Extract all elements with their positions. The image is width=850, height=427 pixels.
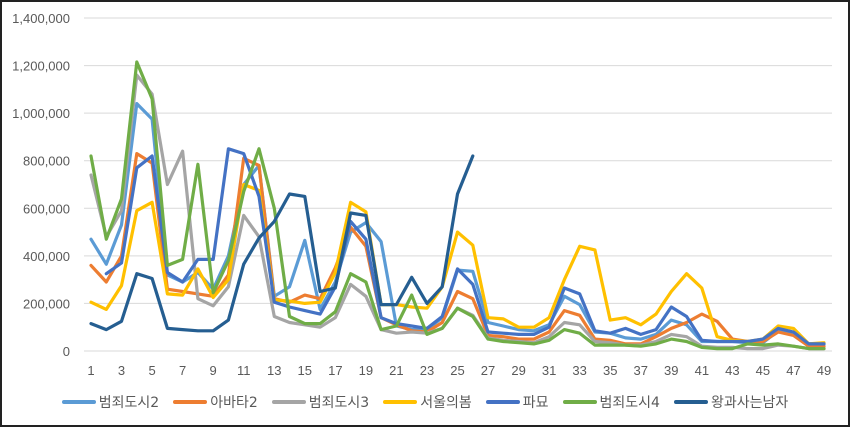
legend-swatch bbox=[173, 400, 208, 404]
y-tick-label: 200,000 bbox=[23, 296, 70, 311]
legend-item: 왕과사는남자 bbox=[673, 392, 789, 412]
plot-lines bbox=[89, 60, 826, 351]
x-tick-label: 9 bbox=[210, 363, 217, 378]
legend-label: 범죄도시4 bbox=[599, 395, 660, 411]
y-tick-label: 1,400,000 bbox=[12, 11, 70, 26]
x-tick-label: 15 bbox=[298, 363, 312, 378]
x-tick-label: 21 bbox=[389, 363, 403, 378]
y-axis: 0 200,000 400,000 600,000 800,000 1,000,000 1,… bbox=[12, 11, 70, 359]
y-tick-label: 400,000 bbox=[23, 249, 70, 264]
y-tick-label: 600,000 bbox=[23, 201, 70, 216]
x-tick-label: 49 bbox=[817, 363, 831, 378]
x-tick-label: 11 bbox=[237, 363, 251, 378]
legend-item: 아바타2 bbox=[173, 392, 258, 412]
legend-label: 아바타2 bbox=[210, 395, 258, 411]
x-tick-label: 5 bbox=[148, 363, 155, 378]
legend-label: 범죄도시2 bbox=[98, 395, 160, 411]
x-tick-label: 33 bbox=[572, 363, 586, 378]
legend-swatch bbox=[673, 400, 708, 404]
legend-label: 범죄도시3 bbox=[308, 395, 370, 411]
x-tick-label: 13 bbox=[267, 363, 281, 378]
x-tick-label: 37 bbox=[634, 363, 648, 378]
y-tick-label: 0 bbox=[63, 344, 70, 359]
legend-swatch bbox=[271, 400, 306, 404]
legend-label: 왕과사는남자 bbox=[710, 395, 789, 411]
series-line-4 bbox=[104, 147, 826, 346]
legend-swatch bbox=[383, 400, 418, 404]
x-tick-label: 25 bbox=[450, 363, 464, 378]
x-axis: 1 3 5 7 9 11 13 15 17 19 21 23 25 27 29 31 33 35 37 39 41 43 4… bbox=[87, 363, 831, 378]
x-tick-label: 39 bbox=[664, 363, 678, 378]
x-tick-label: 43 bbox=[725, 363, 739, 378]
legend-swatch bbox=[61, 400, 96, 404]
x-tick-label: 29 bbox=[511, 363, 525, 378]
x-tick-label: 35 bbox=[603, 363, 617, 378]
series-line-6 bbox=[89, 154, 475, 333]
series-line-3 bbox=[89, 182, 826, 346]
x-tick-label: 47 bbox=[786, 363, 800, 378]
legend-swatch bbox=[562, 400, 597, 404]
x-tick-label: 19 bbox=[359, 363, 373, 378]
legend-swatch bbox=[485, 400, 520, 404]
legend: 범죄도시2 아바타2 범죄도시3 서울의봄 파묘 범죄도시4 왕과사는남자 bbox=[0, 392, 850, 412]
legend-item: 범죄도시3 bbox=[271, 392, 370, 412]
legend-label: 서울의봄 bbox=[420, 395, 472, 411]
x-tick-label: 41 bbox=[695, 363, 709, 378]
x-tick-label: 31 bbox=[542, 363, 556, 378]
y-tick-label: 1,000,000 bbox=[12, 106, 70, 121]
legend-label: 파묘 bbox=[522, 395, 549, 411]
legend-item: 파묘 bbox=[485, 392, 549, 412]
legend-item: 범죄도시4 bbox=[562, 392, 660, 412]
y-tick-label: 800,000 bbox=[23, 154, 70, 169]
x-tick-label: 45 bbox=[756, 363, 770, 378]
x-tick-label: 27 bbox=[481, 363, 495, 378]
x-tick-label: 23 bbox=[420, 363, 434, 378]
x-tick-label: 17 bbox=[328, 363, 342, 378]
x-tick-label: 7 bbox=[179, 363, 186, 378]
x-tick-label: 3 bbox=[118, 363, 125, 378]
legend-item: 범죄도시2 bbox=[61, 392, 160, 412]
series-line-5 bbox=[89, 60, 826, 351]
y-tick-label: 1,200,000 bbox=[12, 59, 70, 74]
legend-item: 서울의봄 bbox=[383, 392, 472, 412]
x-tick-label: 1 bbox=[87, 363, 94, 378]
